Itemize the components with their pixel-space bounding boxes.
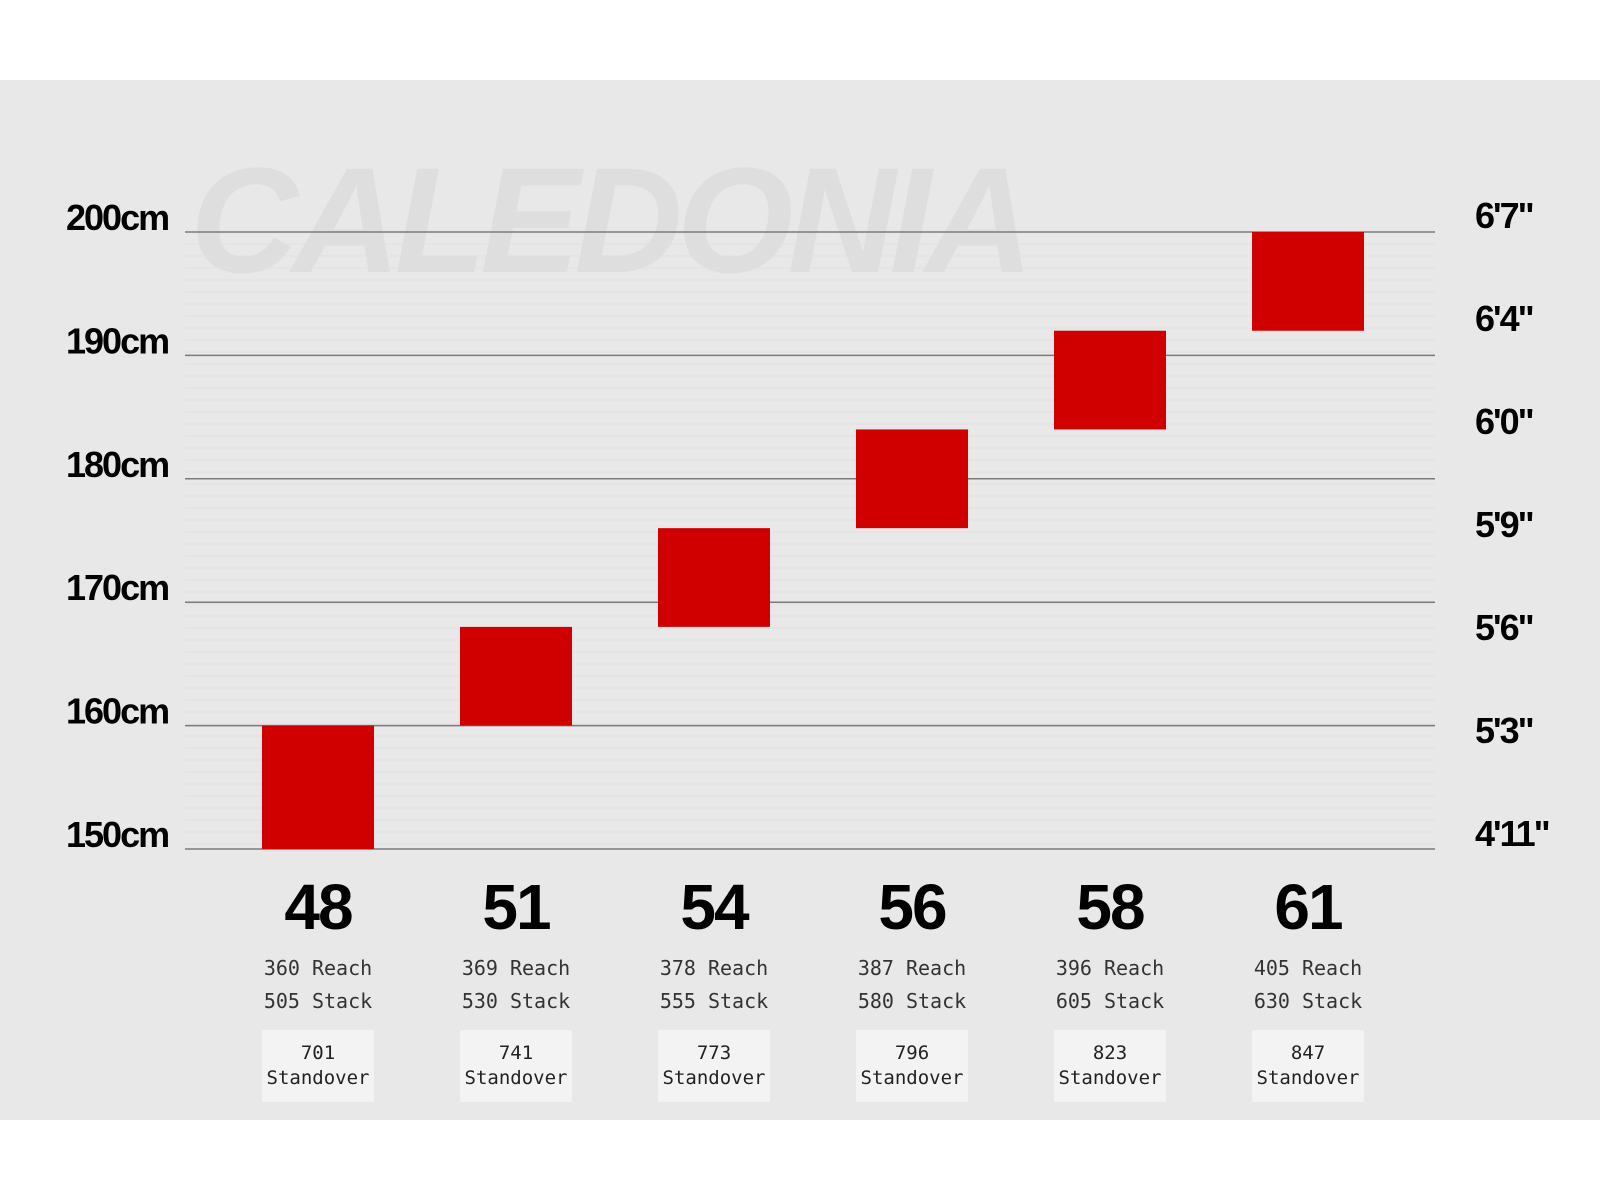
frame-size-labels: 48 51 54 56 58 61 xyxy=(284,871,1344,943)
size-bar-48 xyxy=(262,725,374,849)
brand-watermark: CALEDONIA xyxy=(190,136,1028,304)
standover-box xyxy=(1054,1030,1166,1102)
size-bar-54 xyxy=(658,528,770,627)
size-bar-61 xyxy=(1252,232,1364,331)
standover-label: Standover xyxy=(1059,1067,1162,1089)
right-axis-tick-label: 5'3" xyxy=(1475,710,1533,751)
standover-label: Standover xyxy=(663,1067,766,1089)
standover-box xyxy=(262,1030,374,1102)
left-axis-tick-label: 160cm xyxy=(66,691,168,732)
standover-value: 847 xyxy=(1291,1042,1325,1064)
right-axis-tick-label: 6'7" xyxy=(1475,195,1533,236)
left-axis-cm: 150cm 160cm 170cm 180cm 190cm 200cm xyxy=(66,197,170,855)
stack-value: 505 Stack xyxy=(264,989,372,1013)
geometry-labels: 360 Reach 505 Stack 701 Standover 369 Reach 5… xyxy=(262,956,1364,1102)
standover-box xyxy=(1252,1030,1364,1102)
standover-box xyxy=(658,1030,770,1102)
size-bar-56 xyxy=(856,429,968,529)
stack-value: 580 Stack xyxy=(858,989,966,1013)
left-axis-tick-label: 190cm xyxy=(66,320,168,361)
left-axis-tick-label: 150cm xyxy=(66,814,168,855)
reach-value: 378 Reach xyxy=(660,956,768,980)
right-axis-tick-label: 5'6" xyxy=(1475,607,1533,648)
size-bar-58 xyxy=(1054,330,1166,430)
frame-size-label: 48 xyxy=(284,871,352,943)
gridlines xyxy=(185,231,1435,850)
stack-value: 530 Stack xyxy=(462,989,570,1013)
standover-value: 701 xyxy=(301,1042,335,1064)
right-axis-tick-label: 6'4" xyxy=(1475,298,1533,339)
stack-value: 630 Stack xyxy=(1254,989,1362,1013)
standover-label: Standover xyxy=(267,1067,370,1089)
right-axis-ft-in: 4'11" 5'3" 5'6" 5'9" 6'0" 6'4" 6'7" xyxy=(1475,195,1551,854)
stack-value: 605 Stack xyxy=(1056,989,1164,1013)
standover-box xyxy=(460,1030,572,1102)
standover-value: 796 xyxy=(895,1042,929,1064)
size-bar-51 xyxy=(460,626,572,726)
frame-size-label: 61 xyxy=(1274,871,1342,943)
standover-value: 773 xyxy=(697,1042,731,1064)
left-axis-tick-label: 170cm xyxy=(66,567,168,608)
frame-size-label: 56 xyxy=(878,871,946,943)
right-axis-tick-label: 4'11" xyxy=(1475,813,1549,854)
frame-size-label: 51 xyxy=(482,871,550,943)
reach-value: 369 Reach xyxy=(462,956,570,980)
standover-box xyxy=(856,1030,968,1102)
right-axis-tick-label: 5'9" xyxy=(1475,504,1533,545)
frame-size-label: 58 xyxy=(1076,871,1144,943)
right-axis-tick-label: 6'0" xyxy=(1475,401,1533,442)
frame-size-label: 54 xyxy=(680,871,750,943)
standover-value: 741 xyxy=(499,1042,533,1064)
left-axis-tick-label: 180cm xyxy=(66,444,168,485)
standover-value: 823 xyxy=(1093,1042,1127,1064)
reach-value: 387 Reach xyxy=(858,956,966,980)
left-axis-tick-label: 200cm xyxy=(66,197,168,238)
standover-label: Standover xyxy=(1257,1067,1360,1089)
standover-label: Standover xyxy=(861,1067,964,1089)
reach-value: 396 Reach xyxy=(1056,956,1164,980)
stack-value: 555 Stack xyxy=(660,989,768,1013)
reach-value: 360 Reach xyxy=(264,956,372,980)
size-bars xyxy=(262,232,1364,849)
standover-label: Standover xyxy=(465,1067,568,1089)
reach-value: 405 Reach xyxy=(1254,956,1362,980)
